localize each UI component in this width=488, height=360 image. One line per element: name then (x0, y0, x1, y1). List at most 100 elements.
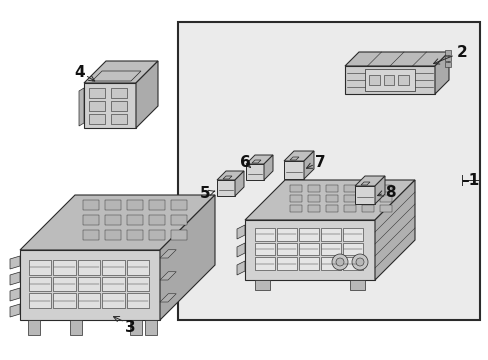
Bar (105, 215, 121, 225)
Polygon shape (223, 176, 231, 179)
Bar (102, 277, 124, 291)
Bar (298, 228, 318, 241)
Polygon shape (217, 180, 235, 196)
Bar (89, 88, 105, 98)
Polygon shape (20, 250, 160, 320)
Polygon shape (360, 182, 369, 185)
Polygon shape (217, 171, 244, 180)
Bar (444, 62, 450, 67)
Bar (343, 205, 355, 212)
Bar (379, 195, 391, 202)
Bar (342, 257, 362, 270)
Text: 5: 5 (199, 185, 210, 201)
Polygon shape (160, 195, 215, 320)
Bar (444, 56, 450, 61)
Circle shape (351, 254, 367, 270)
Bar (307, 185, 319, 192)
Bar (379, 205, 391, 212)
Polygon shape (10, 272, 20, 285)
Bar (78, 293, 100, 308)
Polygon shape (245, 164, 264, 180)
Bar (78, 277, 100, 291)
Polygon shape (136, 61, 158, 128)
Bar (102, 293, 124, 308)
Polygon shape (284, 151, 313, 161)
Circle shape (355, 258, 363, 266)
Bar (379, 185, 391, 192)
Bar (276, 257, 296, 270)
Polygon shape (84, 83, 136, 128)
Polygon shape (434, 52, 448, 94)
Bar (111, 88, 127, 98)
Bar (343, 185, 355, 192)
Bar (276, 243, 296, 255)
Bar (397, 75, 408, 85)
Bar (342, 228, 362, 241)
Polygon shape (245, 155, 272, 164)
Bar (126, 260, 149, 275)
Bar (83, 215, 99, 225)
Polygon shape (10, 304, 20, 317)
Polygon shape (345, 66, 434, 94)
Polygon shape (160, 294, 176, 302)
Polygon shape (289, 157, 298, 160)
Bar (171, 200, 186, 210)
Bar (111, 114, 127, 124)
Bar (53, 260, 76, 275)
Text: 6: 6 (239, 154, 250, 170)
Bar (383, 75, 393, 85)
Polygon shape (160, 250, 176, 258)
Text: 2: 2 (456, 45, 467, 59)
Bar (149, 230, 164, 240)
Bar (149, 215, 164, 225)
Bar (53, 293, 76, 308)
Bar (171, 230, 186, 240)
Bar (29, 277, 51, 291)
Text: 4: 4 (75, 64, 85, 80)
Polygon shape (130, 320, 142, 335)
Bar (83, 200, 99, 210)
Polygon shape (284, 161, 304, 179)
Bar (361, 185, 373, 192)
Polygon shape (235, 171, 244, 196)
Polygon shape (354, 186, 374, 204)
Text: 8: 8 (384, 185, 394, 199)
Bar (83, 230, 99, 240)
Bar (320, 257, 340, 270)
Bar (343, 195, 355, 202)
Polygon shape (28, 320, 40, 335)
Circle shape (331, 254, 347, 270)
Bar (89, 114, 105, 124)
Bar (342, 243, 362, 255)
Bar (289, 185, 302, 192)
Polygon shape (84, 61, 158, 83)
Bar (361, 205, 373, 212)
Bar (105, 230, 121, 240)
Bar (325, 185, 337, 192)
Polygon shape (264, 155, 272, 180)
Polygon shape (145, 320, 157, 335)
Bar (298, 257, 318, 270)
Bar (307, 195, 319, 202)
Bar (276, 228, 296, 241)
Bar (171, 215, 186, 225)
Bar (127, 230, 142, 240)
Polygon shape (345, 52, 448, 66)
Bar (105, 200, 121, 210)
Polygon shape (244, 180, 414, 220)
Bar (29, 293, 51, 308)
Polygon shape (10, 288, 20, 301)
Bar (53, 277, 76, 291)
Bar (254, 243, 274, 255)
Polygon shape (92, 71, 141, 81)
Polygon shape (70, 320, 82, 335)
Polygon shape (349, 280, 364, 290)
Polygon shape (244, 220, 374, 280)
Bar (361, 195, 373, 202)
Bar (368, 75, 379, 85)
Bar (126, 277, 149, 291)
Bar (178, 22, 479, 320)
Bar (307, 205, 319, 212)
Polygon shape (304, 151, 313, 179)
Circle shape (335, 258, 343, 266)
